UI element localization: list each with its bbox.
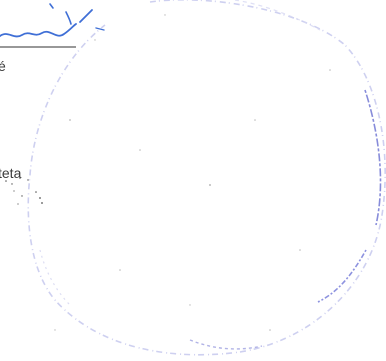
text-fragment-top: é (0, 58, 6, 74)
handwritten-signature (0, 3, 105, 48)
text-fragment-middle: teta (0, 165, 22, 181)
